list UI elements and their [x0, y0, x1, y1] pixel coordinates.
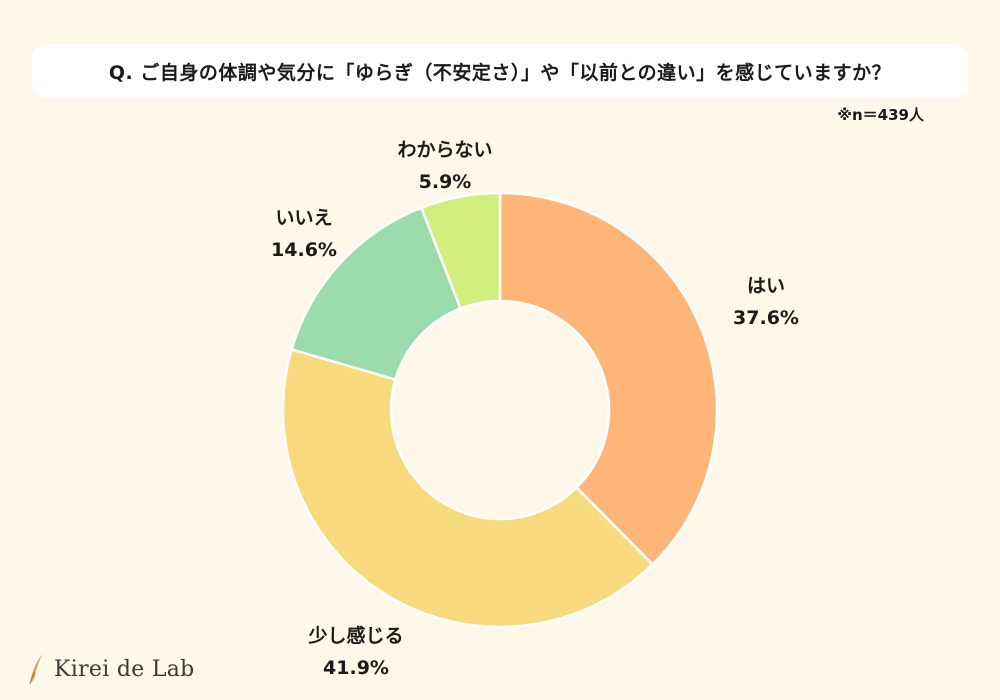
slice-value-label-3: 14.6% [271, 239, 337, 261]
donut-slices [281, 191, 719, 629]
feather-icon [29, 654, 43, 685]
donut-slice-1 [498, 191, 719, 567]
sample-size-note: ※n＝439人 [837, 106, 924, 124]
brand-logo: Kirei de Lab [26, 652, 195, 686]
donut-slice-4 [419, 191, 502, 311]
slice-category-label-3: いいえ [275, 207, 332, 229]
slice-category-label-4: わからない [397, 139, 492, 161]
slice-category-label-1: はい [747, 275, 785, 297]
slice-value-label-2: 41.9% [323, 657, 389, 679]
brand-name: Kirei de Lab [54, 656, 195, 682]
slice-value-label-1: 37.6% [733, 307, 799, 329]
slice-category-label-2: 少し感じる [307, 624, 403, 647]
slice-value-label-4: 5.9% [419, 171, 472, 193]
slice-labels: はい 37.6% 少し感じる 41.9% いいえ 14.6% わからない 5.9% [271, 139, 799, 679]
chart-title: Q. ご自身の体調や気分に「ゆらぎ（不安定さ）」や「以前との違い」を感じています… [108, 61, 892, 84]
donut-slice-3 [290, 206, 463, 382]
question-banner: Q. ご自身の体調や気分に「ゆらぎ（不安定さ）」や「以前との違い」を感じています… [32, 44, 968, 98]
donut-slice-2 [281, 347, 655, 629]
